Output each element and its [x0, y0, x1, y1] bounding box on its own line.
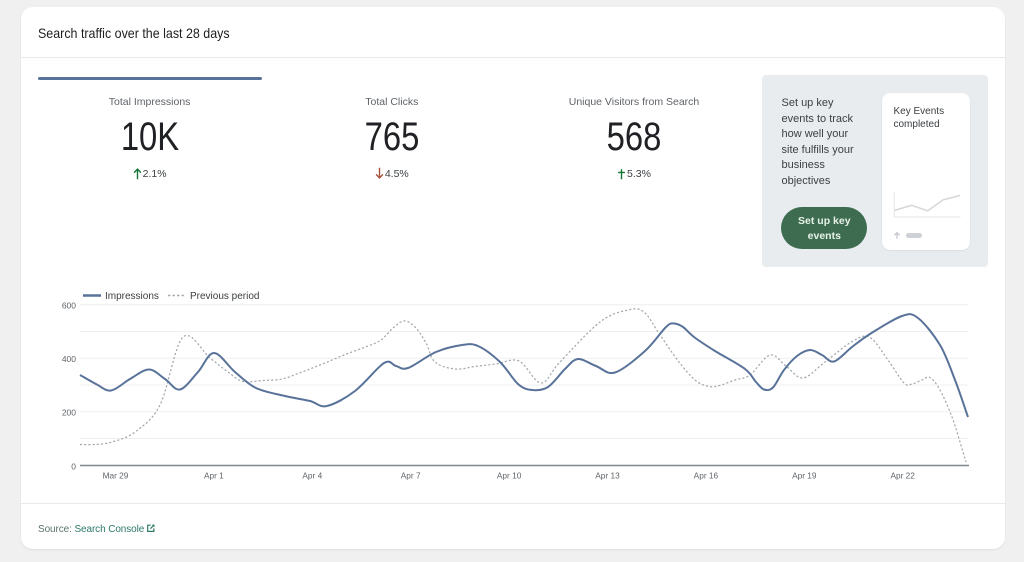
svg-text:Apr 22: Apr 22: [890, 471, 915, 481]
svg-text:0: 0: [71, 461, 76, 471]
svg-text:600: 600: [62, 300, 76, 310]
svg-text:Previous period: Previous period: [190, 291, 259, 302]
svg-text:Apr 16: Apr 16: [694, 471, 719, 481]
svg-text:Apr 13: Apr 13: [595, 471, 620, 481]
svg-text:400: 400: [62, 354, 76, 364]
svg-text:Apr 10: Apr 10: [497, 471, 522, 481]
svg-text:Apr 1: Apr 1: [204, 471, 224, 481]
svg-text:200: 200: [62, 408, 76, 418]
svg-text:Apr 4: Apr 4: [302, 471, 322, 481]
svg-text:Impressions: Impressions: [105, 291, 159, 302]
svg-text:Apr 19: Apr 19: [792, 471, 817, 481]
svg-text:Mar 29: Mar 29: [103, 471, 129, 481]
svg-text:Apr 7: Apr 7: [401, 471, 421, 481]
